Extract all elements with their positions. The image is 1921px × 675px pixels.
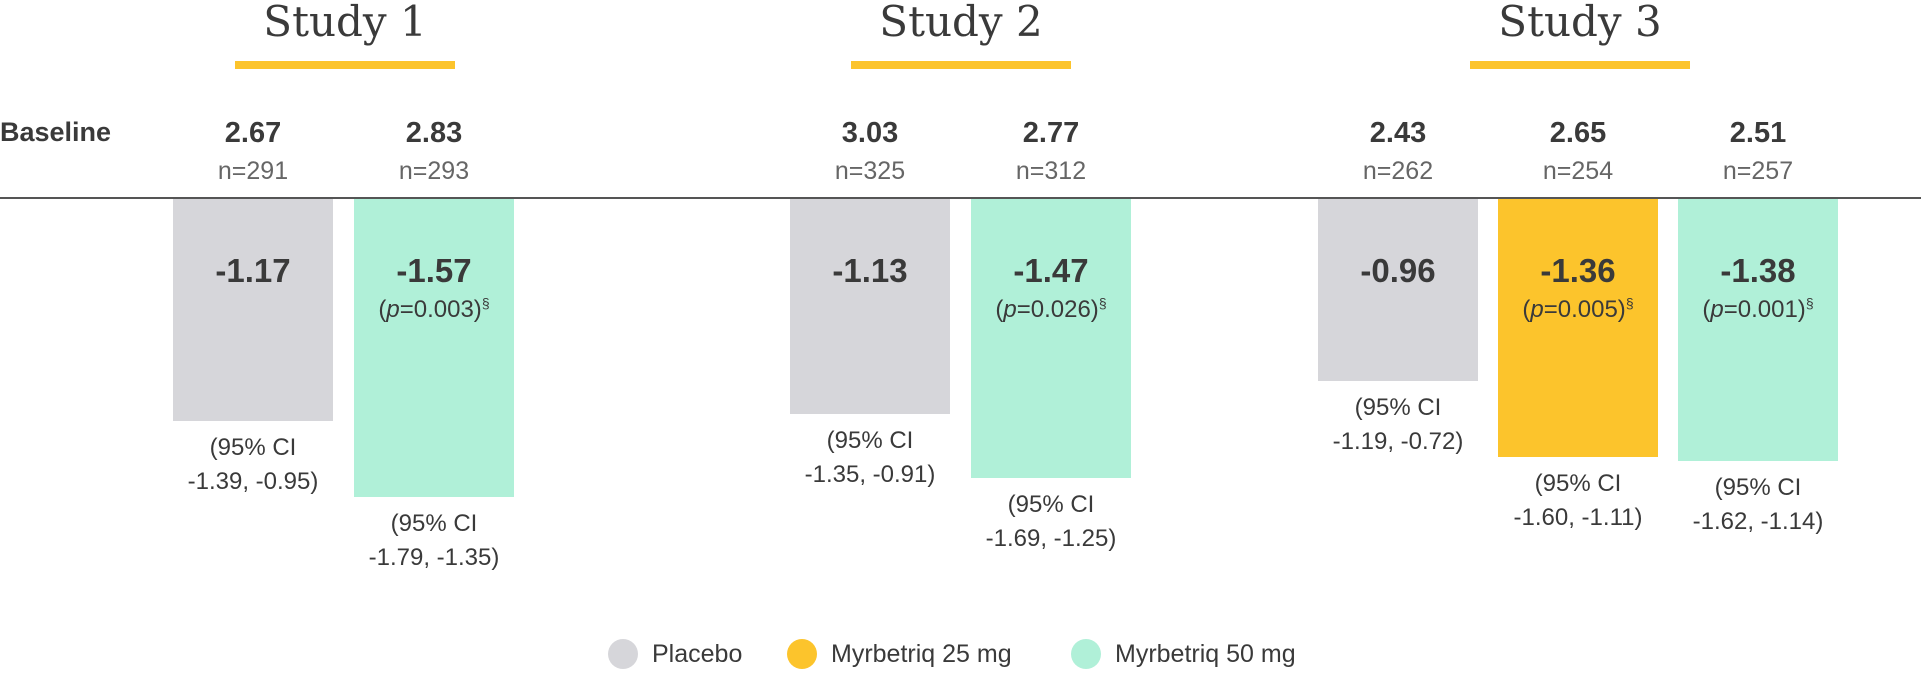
bar [173,199,333,422]
p-symbol: p [386,296,400,323]
ci-line-1: (95% CI [1714,474,1802,502]
ci-line-2: -1.60, -1.11) [1513,504,1643,532]
footnote-mark: § [481,295,490,311]
legend-label: Placebo [652,639,743,668]
p-value-open-paren: ( [1522,296,1531,323]
legend-swatch [787,639,817,669]
p-value: =0.026) [1016,296,1099,323]
ci-line-1: (95% CI [1354,394,1442,422]
data-label: -1.57 [396,252,472,289]
baseline-label: Baseline [0,117,112,147]
study-title: Study 1 [263,0,427,46]
baseline-value: 2.83 [405,117,463,149]
legend-item: Myrbetriq 25 mg [787,639,1012,669]
bar [1678,199,1838,462]
study-title-underline [235,61,455,69]
footnote-mark: § [1625,295,1634,311]
confidence-interval-label: (95% CI -1.39, -0.95) [153,431,353,499]
bar [354,199,514,498]
legend-item: Placebo [608,639,742,669]
confidence-interval-label: (95% CI -1.69, -1.25) [951,488,1151,556]
sample-size: n=293 [398,157,470,185]
data-label: -0.96 [1360,252,1436,289]
p-value-label: (p=0.026)§ [951,295,1151,324]
baseline-value: 2.67 [224,117,282,149]
confidence-interval-label: (95% CI -1.19, -0.72) [1298,391,1498,459]
ci-line-2: -1.35, -0.91) [804,460,936,488]
bar [1498,199,1658,458]
study-title: Study 2 [879,0,1043,46]
ci-line-1: (95% CI [209,434,297,462]
zero-axis-line [0,197,1921,199]
ci-line-1: (95% CI [390,510,478,538]
p-value-open-paren: ( [995,296,1004,323]
p-value: =0.003) [399,296,482,323]
baseline-value: 2.77 [1022,117,1080,149]
sample-size: n=312 [1015,157,1087,185]
p-symbol: p [1530,296,1544,323]
sample-size: n=262 [1362,157,1434,185]
p-value-label: (p=0.003)§ [334,295,534,324]
legend-label: Myrbetriq 25 mg [831,639,1012,668]
baseline-value: 2.65 [1549,117,1607,149]
ci-line-2: -1.39, -0.95) [187,468,319,496]
study-title-underline [851,61,1071,69]
ci-line-2: -1.79, -1.35) [368,544,500,572]
footnote-mark: § [1098,295,1107,311]
p-symbol: p [1003,296,1017,323]
ci-line-2: -1.69, -1.25) [985,525,1117,553]
p-value-label: (p=0.001)§ [1658,295,1858,324]
p-value-label: (p=0.005)§ [1478,295,1678,324]
confidence-interval-label: (95% CI -1.79, -1.35) [334,507,534,575]
sample-size: n=325 [834,157,906,185]
bar [971,199,1131,479]
baseline-value: 2.51 [1729,117,1787,149]
ci-line-2: -1.62, -1.14) [1692,508,1824,536]
legend-swatch [1071,639,1101,669]
ci-line-1: (95% CI [1534,470,1622,498]
legend-item: Myrbetriq 50 mg [1071,639,1296,669]
p-value: =0.001) [1723,296,1806,323]
data-label: -1.17 [215,252,291,289]
ci-line-1: (95% CI [826,426,914,454]
data-label: -1.36 [1540,252,1616,289]
bar [1318,199,1478,382]
data-label: -1.13 [832,252,908,289]
data-label: -1.38 [1720,252,1796,289]
sample-size: n=254 [1542,157,1614,185]
p-value-open-paren: ( [1702,296,1711,323]
bar [790,199,950,414]
study-title: Study 3 [1498,0,1662,46]
p-value-open-paren: ( [378,296,387,323]
sample-size: n=291 [217,157,289,185]
legend-swatch [608,639,638,669]
baseline-value: 2.43 [1369,117,1427,149]
sample-size: n=257 [1722,157,1794,185]
confidence-interval-label: (95% CI -1.35, -0.91) [770,424,970,492]
footnote-mark: § [1805,295,1814,311]
confidence-interval-label: (95% CI -1.62, -1.14) [1658,471,1858,539]
study-title-underline [1470,61,1690,69]
data-label: -1.47 [1013,252,1089,289]
p-value: =0.005) [1543,296,1626,323]
baseline-value: 3.03 [841,117,899,149]
ci-line-1: (95% CI [1007,491,1095,519]
p-symbol: p [1710,296,1724,323]
legend-label: Myrbetriq 50 mg [1115,639,1296,668]
ci-line-2: -1.19, -0.72) [1332,428,1464,456]
confidence-interval-label: (95% CI -1.60, -1.11) [1478,467,1678,535]
